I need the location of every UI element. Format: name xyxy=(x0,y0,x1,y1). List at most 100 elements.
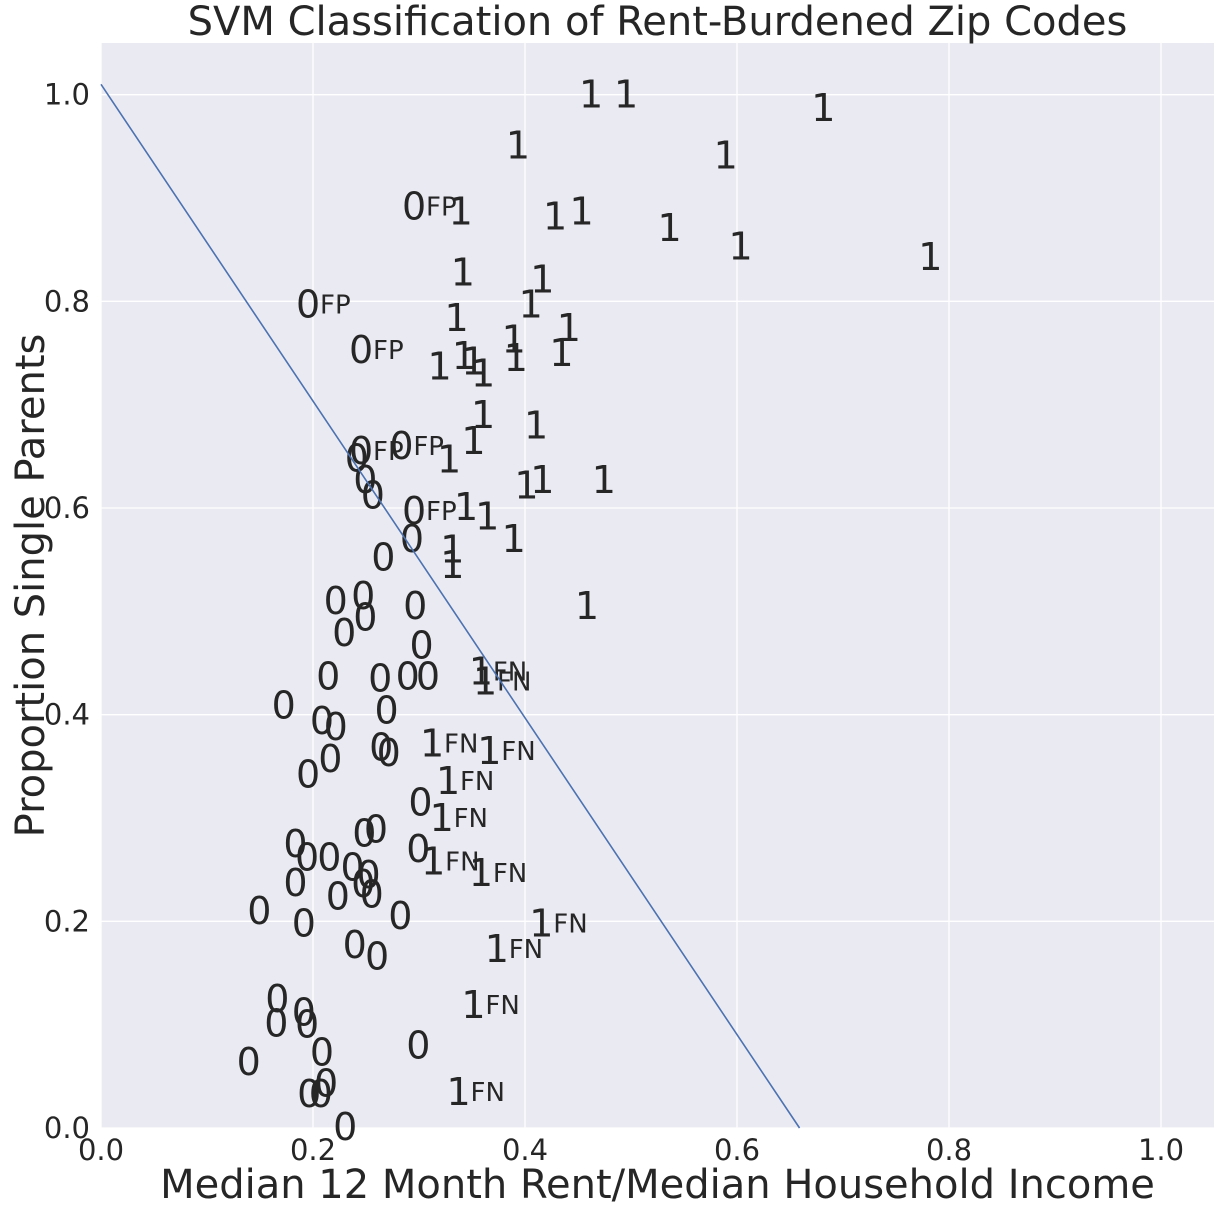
data-point-42: 1 xyxy=(502,517,526,561)
point-label-89: 0 xyxy=(292,901,316,945)
data-point-98: 0 xyxy=(310,1031,334,1075)
data-point-19: 1 xyxy=(502,318,526,362)
y-axis-ticks: 0.0 0.2 0.4 0.6 0.8 1.0 xyxy=(44,78,90,1145)
data-point-83: 0 xyxy=(351,862,375,906)
y-tick-label-5: 1.0 xyxy=(44,78,90,112)
point-label-66: 1 xyxy=(477,729,501,773)
data-point-38: 0 FP xyxy=(402,489,457,533)
point-label-59: 0 xyxy=(272,683,296,727)
point-label-13: 1 xyxy=(530,258,554,302)
data-point-32: 1 xyxy=(437,437,461,481)
point-label-18: 0 xyxy=(349,328,373,372)
data-point-66: 1 FN xyxy=(477,729,535,773)
point-label-69: 1 xyxy=(436,759,460,803)
point-flag-78: FN xyxy=(445,847,479,877)
data-points: 1 1 11 10 FP1 1 1 1 1 11 10 FP 11 10 FP 111 1 11 11 110 FP0 F… xyxy=(237,73,943,1149)
point-label-41: 0 xyxy=(400,517,424,561)
data-point-15: 1 xyxy=(519,282,543,326)
point-flag-81: FN xyxy=(493,859,527,889)
point-label-31: 0 xyxy=(345,436,369,480)
point-label-54: 0 xyxy=(316,654,340,698)
x-tick-label-0: 0.0 xyxy=(78,1133,124,1167)
point-label-30: 0 xyxy=(349,429,373,473)
data-point-54: 0 xyxy=(316,654,340,698)
data-point-48: 1 xyxy=(575,584,599,628)
y-tick-label-0: 0.0 xyxy=(44,1111,90,1145)
point-label-47: 0 xyxy=(324,579,348,623)
point-label-46: 0 xyxy=(351,574,375,618)
data-point-5: 0 FP xyxy=(402,184,457,228)
data-point-72: 0 xyxy=(364,807,388,851)
data-point-101: 0 xyxy=(314,1062,338,1106)
x-tick-label-1: 0.2 xyxy=(290,1133,336,1167)
point-label-5: 0 xyxy=(402,184,426,228)
data-point-57: 0 xyxy=(416,654,440,698)
point-label-42: 1 xyxy=(502,517,526,561)
data-point-67: 0 xyxy=(318,737,342,781)
data-point-87: 0 xyxy=(388,894,412,938)
point-flag-29: FP xyxy=(413,432,444,462)
point-label-96: 0 xyxy=(264,1002,288,1046)
data-point-62: 0 xyxy=(324,705,348,749)
point-label-88: 1 xyxy=(529,901,553,945)
data-point-13: 1 xyxy=(530,258,554,302)
point-label-44: 0 xyxy=(371,536,395,580)
point-label-82: 0 xyxy=(283,861,307,905)
point-label-3: 1 xyxy=(506,123,530,167)
data-point-71: 1 FN xyxy=(430,796,488,840)
point-label-9: 1 xyxy=(658,206,682,250)
data-point-81: 1 FN xyxy=(469,851,527,895)
point-label-101: 0 xyxy=(314,1062,338,1106)
point-label-23: 1 xyxy=(549,331,573,375)
point-label-60: 0 xyxy=(374,689,398,733)
data-point-74: 0 xyxy=(283,822,307,866)
point-label-25: 1 xyxy=(471,352,495,396)
point-label-97: 0 xyxy=(295,1003,319,1047)
data-point-65: 0 xyxy=(377,731,401,775)
point-label-35: 1 xyxy=(514,463,538,507)
point-flag-88: FN xyxy=(553,909,587,939)
data-point-29: 0 FP xyxy=(389,424,444,468)
point-flag-66: FN xyxy=(501,737,535,767)
point-label-79: 0 xyxy=(341,846,365,890)
point-label-87: 0 xyxy=(388,894,412,938)
point-flag-30: FP xyxy=(373,437,404,467)
data-point-100: 0 xyxy=(237,1040,261,1084)
y-tick-label-3: 0.6 xyxy=(44,491,90,525)
data-point-9: 1 xyxy=(658,206,682,250)
data-point-21: 1 xyxy=(461,339,485,383)
data-point-31: 0 xyxy=(345,436,369,480)
x-tick-label-5: 1.0 xyxy=(1138,1133,1184,1167)
data-point-37: 0 xyxy=(361,474,385,518)
point-label-21: 1 xyxy=(461,339,485,383)
point-label-22: 1 xyxy=(504,336,528,380)
data-point-17: 1 xyxy=(557,306,581,350)
data-point-49: 0 xyxy=(403,584,427,628)
data-point-44: 0 xyxy=(371,536,395,580)
point-label-74: 0 xyxy=(283,822,307,866)
data-point-12: 1 xyxy=(451,250,475,294)
data-point-73: 0 xyxy=(352,812,376,856)
point-label-56: 0 xyxy=(396,654,420,698)
point-label-40: 1 xyxy=(475,494,499,538)
data-point-63: 1 FN xyxy=(420,722,478,766)
y-axis-label: Proportion Single Parents xyxy=(8,334,54,838)
chart-title: SVM Classification of Rent-Burdened Zip … xyxy=(188,0,1128,45)
data-point-59: 0 xyxy=(272,683,296,727)
data-point-25: 1 xyxy=(471,352,495,396)
point-label-104: 0 xyxy=(309,1072,333,1116)
x-tick-label-3: 0.6 xyxy=(714,1133,760,1167)
point-label-95: 1 xyxy=(461,983,485,1027)
data-point-1: 1 xyxy=(614,73,638,117)
point-label-67: 0 xyxy=(318,737,342,781)
point-label-2: 1 xyxy=(811,86,835,130)
data-point-76: 0 xyxy=(295,835,319,879)
point-flag-63: FN xyxy=(444,730,478,760)
x-axis-ticks: 0.0 0.2 0.4 0.6 0.8 1.0 xyxy=(78,1133,1184,1167)
point-flag-91: FN xyxy=(509,935,543,965)
point-label-51: 0 xyxy=(332,611,356,655)
point-label-27: 1 xyxy=(524,403,548,447)
data-point-61: 0 xyxy=(310,699,334,743)
point-label-80: 0 xyxy=(356,853,380,897)
